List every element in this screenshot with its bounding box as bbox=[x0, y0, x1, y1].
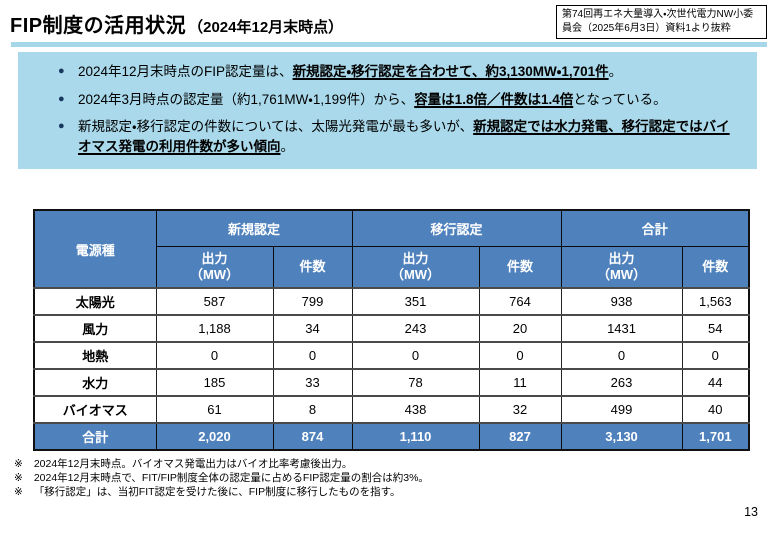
data-cell: 0 bbox=[560, 341, 683, 370]
table-row-biomass: バイオマス 61 8 438 32 499 40 bbox=[33, 395, 750, 424]
data-cell: 1,188 bbox=[155, 314, 274, 343]
source-note-box: 第74回再エネ大量導入・次世代電力NW小委員会（2025年6月3日）資料1より抜… bbox=[556, 5, 767, 39]
row-name-cell: 地熱 bbox=[33, 341, 157, 370]
bullet-text-pre: 2024年3月時点の認定量（約1,761MW・1,199件）から、 bbox=[78, 91, 415, 107]
data-cell: 0 bbox=[272, 341, 353, 370]
row-name-cell: バイオマス bbox=[33, 395, 157, 424]
bullet-text-strong: 新規認定では水力発電、移行認定ではバイオマス発電の利用件数が多い傾向 bbox=[78, 119, 730, 154]
group-header-new: 新規認定 bbox=[155, 209, 353, 247]
bullet-icon: ● bbox=[58, 120, 65, 133]
source-note-text: 第74回再エネ大量導入・次世代電力NW小委員会（2025年6月3日）資料1より抜… bbox=[562, 9, 754, 34]
data-cell: 78 bbox=[351, 368, 480, 397]
footnote-item: ※ 2024年12月末時点で、FIT/FIP制度全体の認定量に占めるFIP認定量… bbox=[14, 472, 654, 486]
data-cell: 499 bbox=[560, 395, 683, 424]
data-cell: 32 bbox=[478, 395, 562, 424]
bullet-text-pre: 新規認定・移行認定の件数については、太陽光発電が最も多いが、 bbox=[78, 119, 474, 135]
corner-header-cell: 電源種 bbox=[33, 209, 157, 289]
bullet-text-post: 。 bbox=[280, 138, 295, 154]
data-cell: 1,110 bbox=[351, 422, 480, 451]
bullet-text-strong: 容量は1.8倍／件数は1.4倍 bbox=[414, 91, 574, 107]
subheader-count-transfer: 件数 bbox=[478, 245, 562, 289]
subheader-count-new: 件数 bbox=[272, 245, 353, 289]
data-cell: 938 bbox=[560, 287, 683, 316]
page-title-suffix: （2024年12月末時点） bbox=[188, 19, 344, 36]
table-row-geothermal: 地熱 0 0 0 0 0 0 bbox=[33, 341, 750, 370]
data-cell: 799 bbox=[272, 287, 353, 316]
footnote-marker: ※ bbox=[14, 471, 23, 484]
footnote-marker: ※ bbox=[14, 485, 23, 498]
bullet-item: ● 2024年12月末時点のFIP認定量は、新規認定・移行認定を合わせて、約3,1… bbox=[56, 62, 743, 82]
data-cell: 54 bbox=[681, 314, 750, 343]
bullet-text-pre: 2024年12月末時点のFIP認定量は、 bbox=[78, 64, 293, 79]
bullet-icon: ● bbox=[58, 92, 65, 105]
footnote-item: ※ 「移行認定」は、当初FIT認定を受けた後に、FIP制度に移行したものを指す。 bbox=[14, 486, 654, 500]
row-name-cell: 合計 bbox=[33, 422, 157, 451]
footnote-text: 2024年12月末時点。バイオマス発電出力はバイオ比率考慮後出力。 bbox=[33, 458, 353, 470]
table-row-wind: 風力 1,188 34 243 20 1431 54 bbox=[33, 314, 750, 343]
footnote-marker: ※ bbox=[14, 458, 23, 470]
data-cell: 34 bbox=[272, 314, 353, 343]
footnote-text: 「移行認定」は、当初FIT認定を受けた後に、FIP制度に移行したものを指す。 bbox=[33, 485, 401, 498]
data-cell: 1,701 bbox=[681, 422, 750, 451]
summary-panel: ● 2024年12月末時点のFIP認定量は、新規認定・移行認定を合わせて、約3,1… bbox=[18, 52, 757, 169]
data-cell: 61 bbox=[155, 395, 274, 424]
page-title-main: FIP制度の活用状況 bbox=[10, 15, 187, 37]
data-cell: 20 bbox=[478, 314, 562, 343]
table-row-hydro: 水力 185 33 78 11 263 44 bbox=[33, 368, 750, 397]
subheader-output-total: 出力 （MW） bbox=[560, 245, 683, 289]
data-cell: 8 bbox=[272, 395, 353, 424]
data-cell: 33 bbox=[272, 368, 353, 397]
row-name-cell: 水力 bbox=[33, 368, 157, 397]
page-number: 13 bbox=[744, 505, 758, 519]
footnote-item: ※ 2024年12月末時点。バイオマス発電出力はバイオ比率考慮後出力。 bbox=[14, 458, 654, 472]
data-cell: 263 bbox=[560, 368, 683, 397]
bullet-item: ● 新規認定・移行認定の件数については、太陽光発電が最も多いが、新規認定では水力発… bbox=[56, 117, 743, 156]
certification-table: 電源種 新規認定 移行認定 合計 出力 （MW） 件数 出力 （MW） 件数 出… bbox=[33, 209, 751, 451]
bullet-icon: ● bbox=[58, 65, 65, 77]
bullet-text-strong: 新規認定・移行認定を合わせて、約3,130MW・1,701件 bbox=[292, 64, 609, 79]
data-cell: 2,020 bbox=[155, 422, 274, 451]
data-cell: 587 bbox=[155, 287, 274, 316]
table-row-solar: 太陽光 587 799 351 764 938 1,563 bbox=[33, 287, 750, 316]
group-header-total: 合計 bbox=[560, 209, 750, 247]
data-cell: 0 bbox=[478, 341, 562, 370]
data-cell: 11 bbox=[478, 368, 562, 397]
data-cell: 874 bbox=[272, 422, 353, 451]
row-name-cell: 太陽光 bbox=[33, 287, 157, 316]
bullet-text-post: となっている。 bbox=[573, 91, 667, 107]
subheader-output-transfer: 出力 （MW） bbox=[351, 245, 480, 289]
page-title: FIP制度の活用状況 （2024年12月末時点） bbox=[10, 9, 550, 38]
row-name-cell: 風力 bbox=[33, 314, 157, 343]
subheader-count-total: 件数 bbox=[681, 245, 750, 289]
title-accent-line bbox=[11, 42, 767, 47]
data-cell: 438 bbox=[351, 395, 480, 424]
footnotes: ※ 2024年12月末時点。バイオマス発電出力はバイオ比率考慮後出力。 ※ 20… bbox=[14, 458, 654, 500]
data-cell: 0 bbox=[155, 341, 274, 370]
table-total-row: 合計 2,020 874 1,110 827 3,130 1,701 bbox=[33, 422, 750, 451]
data-cell: 185 bbox=[155, 368, 274, 397]
bullet-item: ● 2024年3月時点の認定量（約1,761MW・1,199件）から、容量は1.8… bbox=[56, 90, 743, 110]
data-cell: 351 bbox=[351, 287, 480, 316]
data-cell: 243 bbox=[351, 314, 480, 343]
group-header-transfer: 移行認定 bbox=[351, 209, 562, 247]
data-cell: 1,563 bbox=[681, 287, 750, 316]
summary-bullet-list: ● 2024年12月末時点のFIP認定量は、新規認定・移行認定を合わせて、約3,1… bbox=[56, 62, 743, 156]
data-cell: 40 bbox=[681, 395, 750, 424]
data-cell: 764 bbox=[478, 287, 562, 316]
subheader-output-new: 出力 （MW） bbox=[155, 245, 274, 289]
bullet-text-post: 。 bbox=[608, 64, 623, 79]
data-cell: 0 bbox=[681, 341, 750, 370]
footnote-text: 2024年12月末時点で、FIT/FIP制度全体の認定量に占めるFIP認定量の割… bbox=[33, 471, 429, 484]
data-cell: 1431 bbox=[560, 314, 683, 343]
data-cell: 827 bbox=[478, 422, 562, 451]
data-cell: 3,130 bbox=[560, 422, 683, 451]
data-cell: 44 bbox=[681, 368, 750, 397]
data-cell: 0 bbox=[351, 341, 480, 370]
